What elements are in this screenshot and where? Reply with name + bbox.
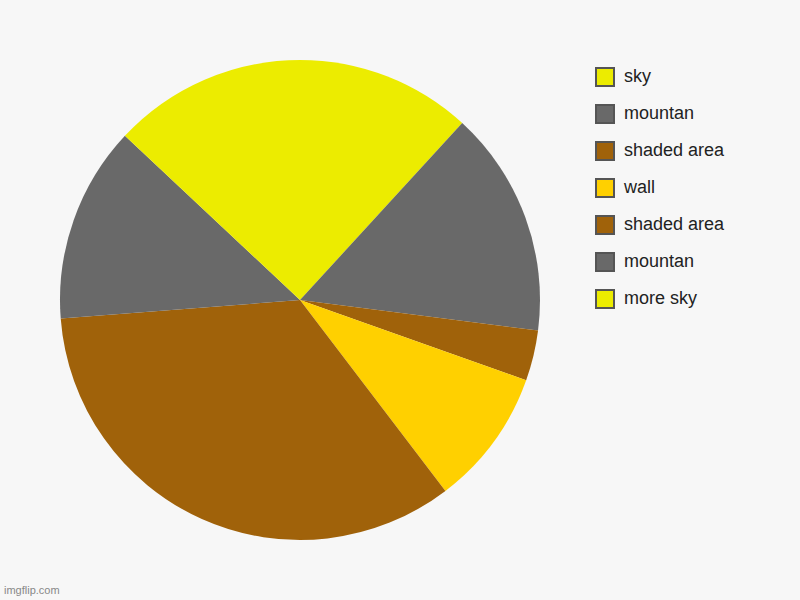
html-text:mountan: mountan [624,103,695,123]
html-text:wall: wall [624,177,655,197]
html-text:shaded area: shaded area [624,214,725,234]
html-text:shaded area: shaded area [624,140,725,160]
svg-text:imgflip.com: imgflip.com [4,584,60,596]
html-text:sky: sky [624,66,651,86]
html-text:mountan: mountan [624,251,695,271]
html-text:more sky: more sky [624,288,697,308]
